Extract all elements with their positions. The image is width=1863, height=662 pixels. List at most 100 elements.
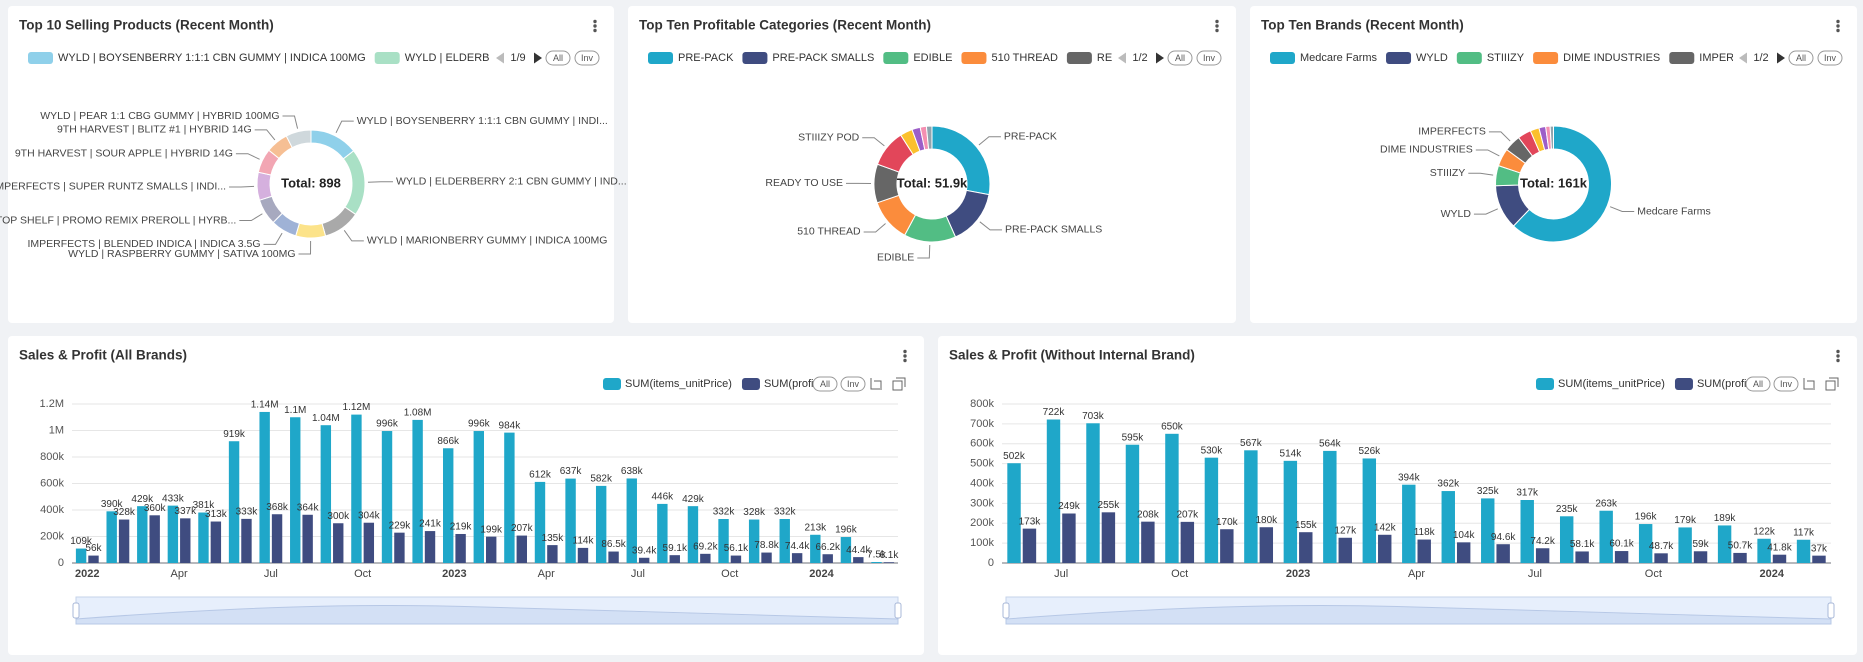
legend-next[interactable] xyxy=(534,52,542,64)
menu-dot[interactable] xyxy=(593,28,597,33)
toolbox-icon[interactable] xyxy=(1803,378,1815,390)
bar-value-label: 433k xyxy=(162,493,185,504)
legend-button[interactable] xyxy=(574,50,600,66)
legend: PRE-PACK PRE-PACK SMALLS EDIBLE 510 THREAD R… xyxy=(648,52,1112,64)
legend-button-label: All xyxy=(820,379,830,389)
menu-dot[interactable] xyxy=(1836,358,1840,363)
bar-value-label: 984k xyxy=(499,420,522,431)
y-tick-label: 1M xyxy=(49,424,64,436)
legend-button[interactable] xyxy=(840,376,866,392)
legend-next[interactable] xyxy=(1156,52,1164,64)
panel-title: Sales & Profit (Without Internal Brand) xyxy=(949,348,1195,363)
legend: WYLD | BOYSENBERRY 1:1:1 CBN GUMMY | IND… xyxy=(28,52,490,64)
legend-button[interactable] xyxy=(812,376,838,392)
bar xyxy=(333,523,344,563)
slice-label: STIIIZY xyxy=(1430,167,1466,179)
menu-dot[interactable] xyxy=(1836,349,1840,354)
bar-value-label: 637k xyxy=(560,466,583,477)
toolbox-icon[interactable] xyxy=(892,377,906,391)
bar-value-label: 1.08M xyxy=(404,408,432,419)
bar xyxy=(791,553,803,563)
bar-value-label: 235k xyxy=(1556,504,1579,515)
legend-label: SUM(items_unitPrice) xyxy=(1558,378,1665,390)
zoom-handle[interactable] xyxy=(72,602,80,619)
y-tick-label: 0 xyxy=(58,557,64,569)
bar-value-label: 109k xyxy=(70,536,93,547)
bar xyxy=(748,519,760,563)
bar xyxy=(669,555,680,563)
toolbox-icon[interactable] xyxy=(870,378,882,390)
legend-button[interactable] xyxy=(1773,376,1799,392)
menu-dot[interactable] xyxy=(903,354,907,358)
y-tick-label: 400k xyxy=(40,504,64,516)
bar xyxy=(1125,444,1140,563)
bar-value-label: 595k xyxy=(1122,432,1145,443)
legend-swatch xyxy=(741,378,760,390)
bar xyxy=(516,535,527,563)
slice-label: 510 THREAD xyxy=(797,226,861,238)
donut-slice xyxy=(285,129,312,149)
legend-prev[interactable] xyxy=(496,52,504,64)
bar xyxy=(534,481,546,563)
bar xyxy=(1244,450,1258,563)
bar xyxy=(1378,534,1392,563)
legend: Medcare Farms WYLD STIIIZY DIME INDUSTRIES I… xyxy=(1270,52,1733,64)
bar-value-label: 173k xyxy=(1019,516,1042,527)
bar xyxy=(1165,433,1179,563)
bar xyxy=(394,532,405,563)
legend-button[interactable] xyxy=(1167,50,1193,66)
donut-slice xyxy=(1512,125,1612,243)
zoom-handle[interactable] xyxy=(1827,602,1835,619)
legend-label: PRE-PACK SMALLS xyxy=(772,52,874,64)
menu-dot[interactable] xyxy=(1215,24,1219,28)
bar-value-label: 638k xyxy=(621,466,644,477)
menu-dot[interactable] xyxy=(903,358,907,363)
menu-dot[interactable] xyxy=(593,19,597,24)
legend-page: 1/2 xyxy=(1132,52,1147,64)
legend-next[interactable] xyxy=(1777,52,1785,64)
zoom-slider-preview xyxy=(75,605,899,625)
bar xyxy=(259,411,270,563)
bar xyxy=(241,518,252,563)
menu-dot[interactable] xyxy=(1836,354,1840,358)
donut-slice xyxy=(925,125,933,150)
bar xyxy=(1402,484,1416,563)
menu-dot[interactable] xyxy=(1836,24,1840,28)
zoom-handle[interactable] xyxy=(894,602,902,619)
bar-value-label: 213k xyxy=(804,522,827,533)
bar-value-label: 446k xyxy=(652,492,675,503)
legend-button[interactable] xyxy=(545,50,571,66)
menu-dot[interactable] xyxy=(1836,28,1840,33)
bar-value-label: 313k xyxy=(205,509,228,520)
legend-swatch xyxy=(1674,378,1693,390)
menu-dot[interactable] xyxy=(1215,28,1219,33)
zoom-handle[interactable] xyxy=(1002,602,1010,619)
donut-slice xyxy=(295,222,327,239)
toolbox-icon[interactable] xyxy=(1825,377,1839,391)
menu-dot[interactable] xyxy=(903,349,907,354)
bar xyxy=(626,478,637,563)
legend-button[interactable] xyxy=(1196,50,1222,66)
slice-label: WYLD | MARIONBERRY GUMMY | INDICA 100MG xyxy=(367,235,608,247)
menu-dot[interactable] xyxy=(593,24,597,28)
legend-button[interactable] xyxy=(1817,50,1843,66)
legend-button[interactable] xyxy=(1788,50,1814,66)
legend-prev[interactable] xyxy=(1739,52,1747,64)
legend-prev[interactable] xyxy=(1118,52,1126,64)
legend-button[interactable] xyxy=(1745,376,1771,392)
menu-dot[interactable] xyxy=(1215,19,1219,24)
legend-label: WYLD | BOYSENBERRY 1:1:1 CBN GUMMY | IND… xyxy=(58,52,366,64)
bar-value-label: 104k xyxy=(1453,530,1476,541)
bar-value-label: 207k xyxy=(1177,509,1200,520)
slice-label: WYLD | ELDERBERRY 2:1 CBN GUMMY | IND... xyxy=(396,176,627,188)
donut-total: Total: 161k xyxy=(1520,175,1588,190)
label-leader xyxy=(229,185,255,188)
bar-value-label: 582k xyxy=(590,474,613,485)
x-tick-label: 2023 xyxy=(1286,568,1310,580)
label-leader xyxy=(863,223,886,233)
bar xyxy=(577,547,589,563)
bar-value-label: 86.5k xyxy=(601,539,626,550)
bar xyxy=(1772,554,1787,563)
bar-value-label: 7.5k xyxy=(867,550,887,561)
menu-dot[interactable] xyxy=(1836,19,1840,24)
